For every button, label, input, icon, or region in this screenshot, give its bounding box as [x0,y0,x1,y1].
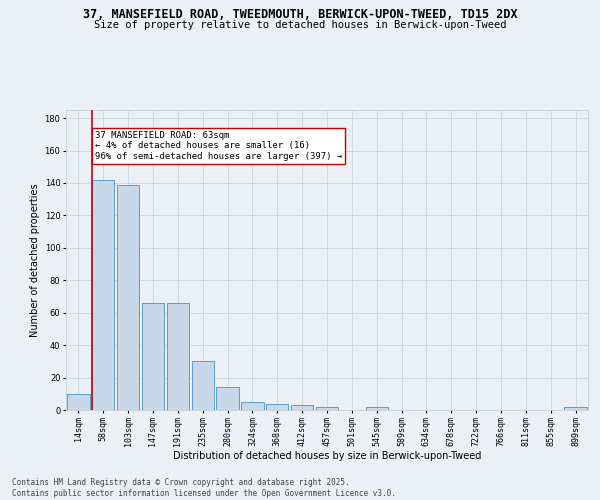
Bar [266,404,289,410]
Bar [316,407,338,410]
Bar [191,362,214,410]
Text: Size of property relative to detached houses in Berwick-upon-Tweed: Size of property relative to detached ho… [94,20,506,30]
Bar [142,303,164,410]
Bar [291,405,313,410]
X-axis label: Distribution of detached houses by size in Berwick-upon-Tweed: Distribution of detached houses by size … [173,451,481,461]
Bar [67,394,89,410]
Bar [167,303,189,410]
Text: 37 MANSEFIELD ROAD: 63sqm
← 4% of detached houses are smaller (16)
96% of semi-d: 37 MANSEFIELD ROAD: 63sqm ← 4% of detach… [95,131,343,161]
Bar [117,184,139,410]
Y-axis label: Number of detached properties: Number of detached properties [31,183,40,337]
Text: Contains HM Land Registry data © Crown copyright and database right 2025.
Contai: Contains HM Land Registry data © Crown c… [12,478,396,498]
Text: 37, MANSEFIELD ROAD, TWEEDMOUTH, BERWICK-UPON-TWEED, TD15 2DX: 37, MANSEFIELD ROAD, TWEEDMOUTH, BERWICK… [83,8,517,20]
Bar [565,407,587,410]
Bar [217,388,239,410]
Bar [241,402,263,410]
Bar [365,407,388,410]
Bar [92,180,115,410]
